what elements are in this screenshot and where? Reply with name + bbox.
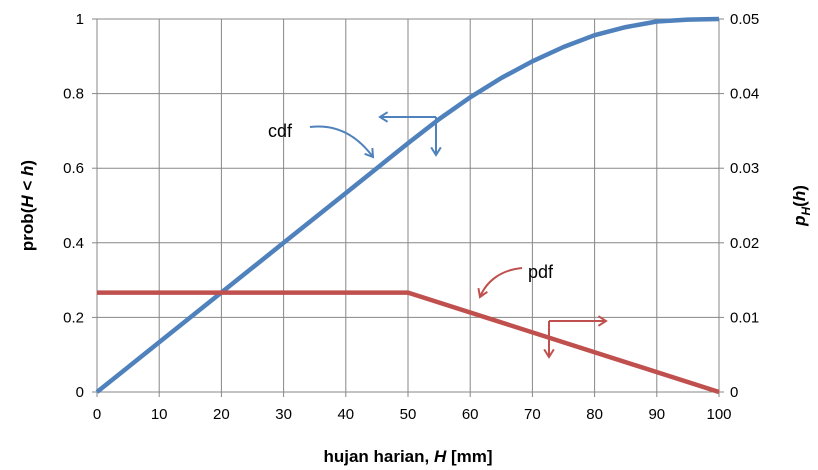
y-left-tick-label: 0.6 (63, 160, 84, 177)
x-tick-label: 60 (462, 406, 479, 423)
series-line-cdf (95, 16, 720, 394)
annotations-group: cdf pdf (268, 111, 608, 359)
x-tick-label: 80 (586, 406, 603, 423)
cdf-annotation-label: cdf (268, 121, 293, 141)
x-tick-label: 100 (706, 406, 731, 423)
x-tick-label: 30 (275, 406, 292, 423)
y-left-tick-label: 0.2 (63, 309, 84, 326)
series-group (95, 16, 720, 395)
y-right-tick-label: 0.05 (730, 11, 759, 28)
series-line-pdf (97, 290, 720, 395)
pdf-pointer-arrowhead (477, 287, 488, 299)
y-left-tick-label: 0.8 (63, 86, 84, 103)
pdf-pointer-arrow (479, 267, 523, 298)
cdf-pointer-arrowhead (364, 147, 375, 159)
x-axis-title: hujan harian, H [mm] (323, 447, 492, 466)
y-right-tick-label: 0.04 (730, 86, 759, 103)
y-right-tick-label: 0.02 (730, 235, 759, 252)
y-left-axis-title: prob(H < h) (18, 160, 37, 251)
cdf-left-arrowhead (378, 111, 389, 123)
pdf-annotation-label: pdf (528, 262, 554, 282)
pdf-down-arrowhead (543, 348, 555, 359)
y-right-tick-label: 0.01 (730, 309, 759, 326)
x-tick-label: 40 (337, 406, 354, 423)
y-left-tick-label: 1 (76, 11, 84, 28)
x-tick-label: 70 (524, 406, 541, 423)
x-tick-label: 10 (151, 406, 168, 423)
pdf-right-arrowhead (597, 315, 608, 327)
y-right-tick-label: 0 (730, 384, 738, 401)
grid-lines (92, 18, 724, 397)
x-tick-label: 90 (648, 406, 665, 423)
cdf-pointer-arrow (309, 125, 374, 158)
y-right-axis-title: pH(h) (790, 185, 813, 227)
cdf-down-arrowhead (430, 146, 442, 157)
y-left-tick-label: 0 (76, 384, 84, 401)
x-tick-label: 20 (213, 406, 230, 423)
x-tick-label: 0 (93, 406, 101, 423)
y-left-tick-label: 0.4 (63, 235, 84, 252)
y-right-tick-label: 0.03 (730, 160, 759, 177)
x-tick-label: 50 (400, 406, 417, 423)
